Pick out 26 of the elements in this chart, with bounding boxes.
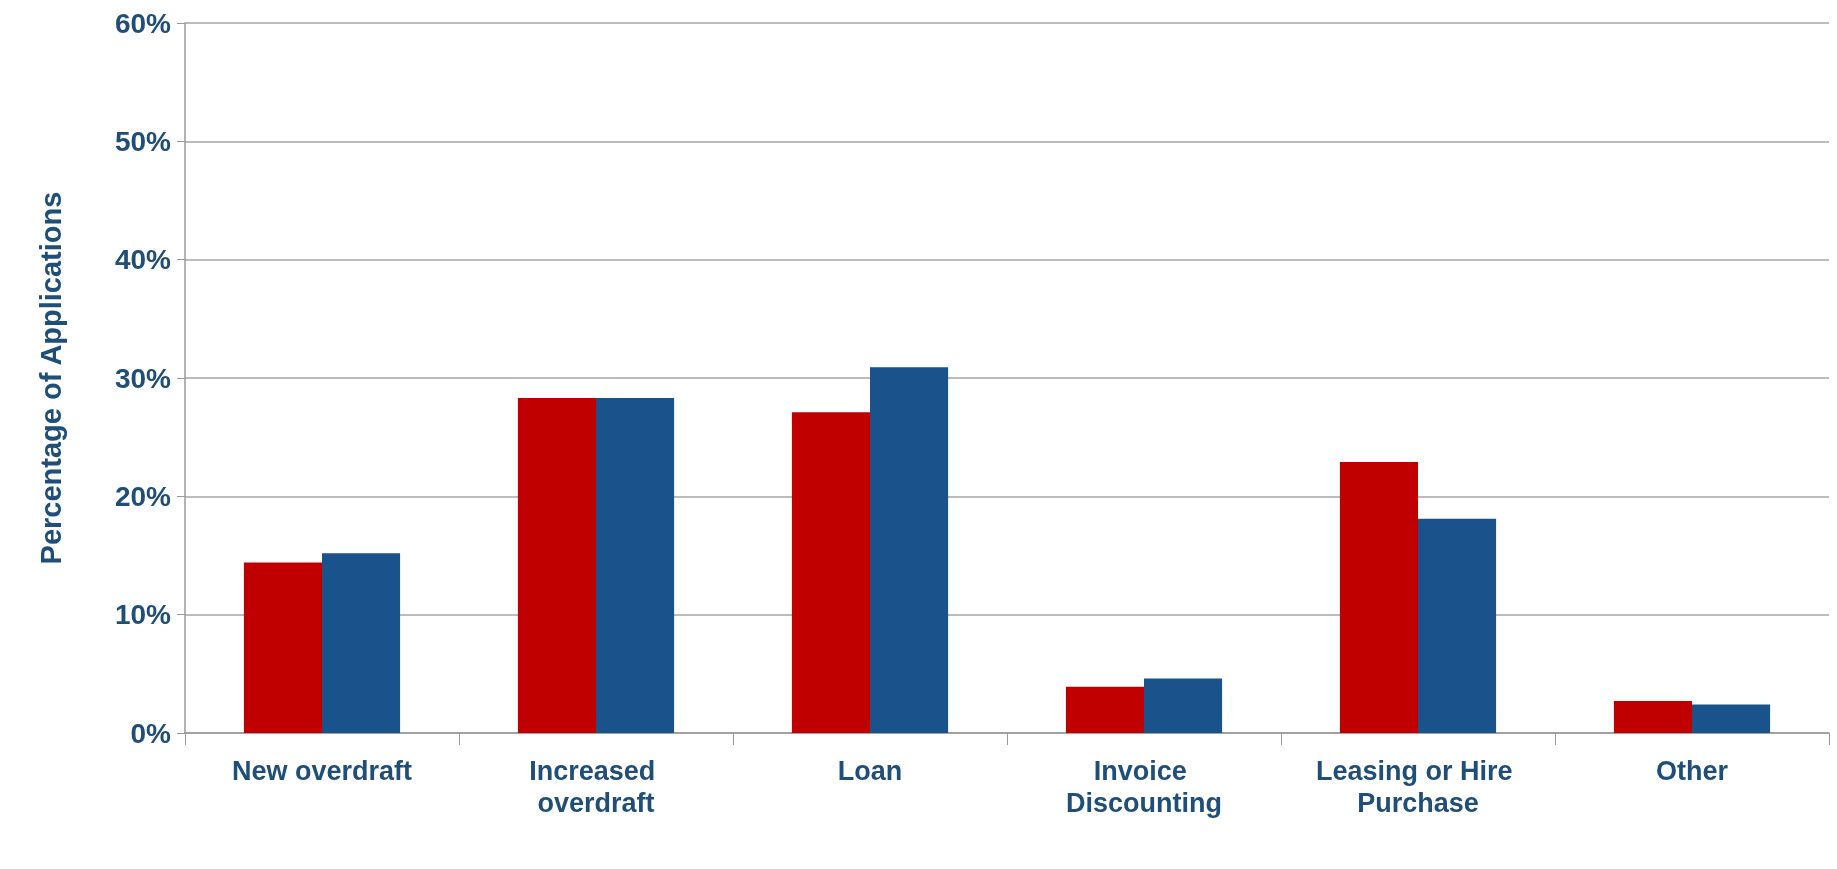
x-tick-label: Increased overdraft — [529, 756, 663, 818]
x-tick-label: Invoice Discounting — [1066, 756, 1222, 818]
x-tick-label: Other — [1655, 756, 1729, 786]
y-tick-label: 60% — [114, 7, 172, 39]
y-tick-label: 10% — [114, 599, 172, 631]
bar — [1613, 701, 1692, 733]
bar — [322, 553, 401, 733]
x-tick-label: Loan — [837, 756, 903, 786]
bar — [243, 562, 322, 733]
bar — [1065, 686, 1144, 733]
bar — [517, 398, 596, 733]
y-tick-label: 50% — [114, 125, 172, 157]
y-tick-label: 30% — [114, 362, 172, 394]
y-tick-label: 20% — [114, 480, 172, 512]
bar — [1339, 462, 1418, 733]
bar — [870, 367, 949, 733]
bar — [1144, 678, 1223, 733]
x-tick-label: Leasing or Hire Purchase — [1315, 756, 1521, 818]
y-axis-title: Percentage of Applications — [34, 191, 67, 565]
bar — [1692, 704, 1771, 733]
y-tick-label: 0% — [130, 717, 172, 749]
bar — [596, 398, 675, 733]
bar — [1418, 518, 1497, 733]
y-tick-label: 40% — [114, 244, 172, 276]
bar — [791, 412, 870, 733]
x-tick-label: New overdraft — [231, 756, 413, 786]
